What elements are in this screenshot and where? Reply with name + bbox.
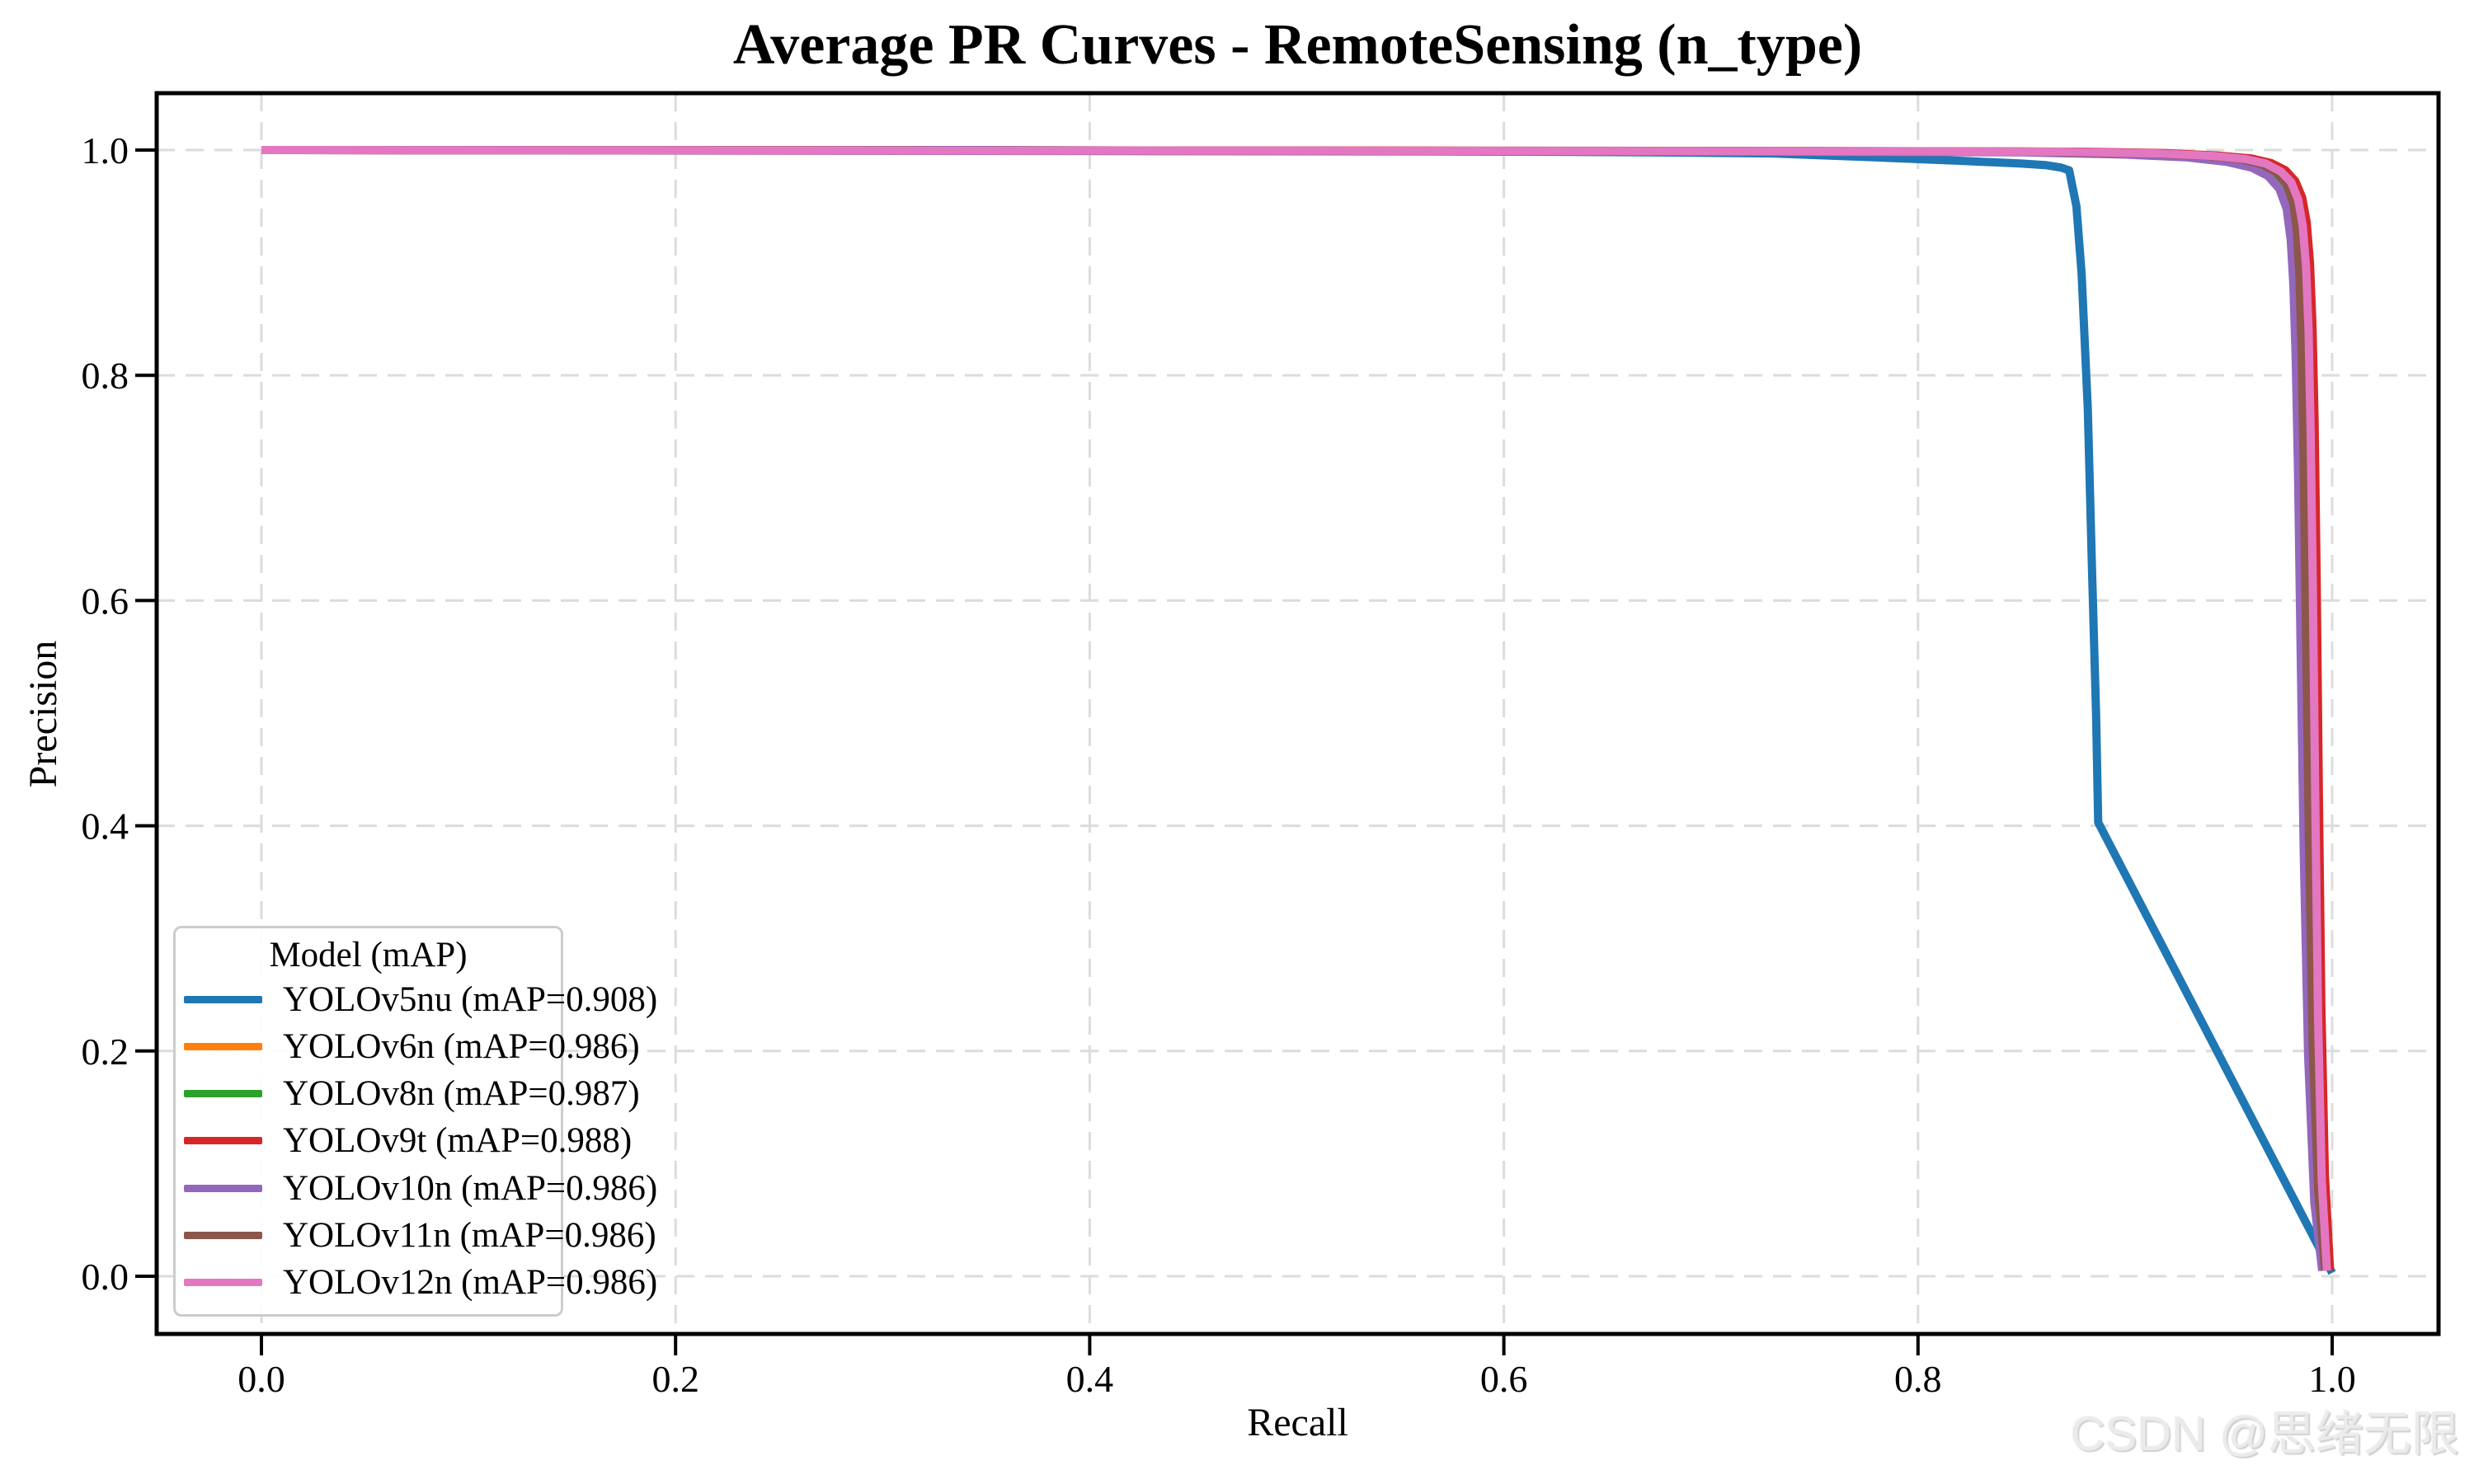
legend-row-YOLOv9t: YOLOv9t (mAP=0.988) <box>184 1117 632 1164</box>
axes-frame: 0.0 0.2 0.4 0.6 0.8 1.0 0.0 0.2 0.4 0.6 0.8 1.0 <box>82 91 2441 1400</box>
legend-label: YOLOv6n (mAP=0.986) <box>283 1027 640 1067</box>
legend-row-YOLOv12n: YOLOv12n (mAP=0.986) <box>184 1259 657 1306</box>
y-tick-label: 0.0 <box>82 1256 129 1298</box>
legend-swatch-YOLOv9t <box>184 1137 262 1145</box>
legend-swatch-YOLOv5nu <box>184 996 262 1004</box>
legend-row-YOLOv8n: YOLOv8n (mAP=0.987) <box>184 1070 640 1117</box>
x-tick-label: 0.6 <box>1480 1358 1528 1400</box>
legend-label: YOLOv8n (mAP=0.987) <box>283 1074 640 1114</box>
chart-title: Average PR Curves - RemoteSensing (n_typ… <box>732 13 1863 77</box>
legend-row-YOLOv11n: YOLOv11n (mAP=0.986) <box>184 1212 656 1259</box>
legend-label: YOLOv9t (mAP=0.988) <box>283 1121 633 1161</box>
legend-title: Model (mAP) <box>269 935 468 974</box>
plot-frame <box>154 91 2441 1336</box>
legend-row-YOLOv6n: YOLOv6n (mAP=0.986) <box>184 1023 640 1070</box>
x-tick-label: 0.0 <box>238 1358 285 1400</box>
legend-swatch-YOLOv11n <box>184 1231 262 1239</box>
y-tick-label: 0.6 <box>82 580 129 622</box>
legend-rows: YOLOv5nu (mAP=0.908) YOLOv6n (mAP=0.986) Y… <box>184 976 657 1306</box>
y-tick-label: 1.0 <box>82 129 129 171</box>
x-tick-label: 0.8 <box>1894 1358 1942 1400</box>
x-tick-label: 0.4 <box>1066 1358 1114 1400</box>
pr-curves <box>261 146 2336 1275</box>
x-axis-label: Recall <box>1247 1401 1348 1444</box>
legend-row-YOLOv10n: YOLOv10n (mAP=0.986) <box>184 1165 657 1212</box>
y-axis-label: Precision <box>21 640 65 788</box>
y-tick-label: 0.4 <box>82 805 129 848</box>
legend-box: Model (mAP) YOLOv5nu (mAP=0.908) YOLOv6n … <box>173 926 657 1317</box>
legend-swatch-YOLOv6n <box>184 1043 262 1051</box>
x-tick-label: 0.2 <box>651 1358 699 1400</box>
legend-label: YOLOv11n (mAP=0.986) <box>283 1215 656 1255</box>
legend-row-YOLOv5nu: YOLOv5nu (mAP=0.908) <box>184 976 657 1023</box>
x-tick-label: 1.0 <box>2308 1358 2356 1400</box>
pr-curve-YOLOv12n <box>261 146 2331 1271</box>
legend-swatch-YOLOv8n <box>184 1090 262 1098</box>
legend-swatch-YOLOv12n <box>184 1278 262 1286</box>
watermark: CSDN @思绪无限 <box>2070 1407 2459 1461</box>
y-tick-label: 0.2 <box>82 1031 129 1073</box>
legend-label: YOLOv5nu (mAP=0.908) <box>283 980 658 1020</box>
legend-label: YOLOv12n (mAP=0.986) <box>283 1262 658 1302</box>
y-tick-label: 0.8 <box>82 355 129 397</box>
legend-swatch-YOLOv10n <box>184 1184 262 1192</box>
legend-label: YOLOv10n (mAP=0.986) <box>283 1168 658 1208</box>
